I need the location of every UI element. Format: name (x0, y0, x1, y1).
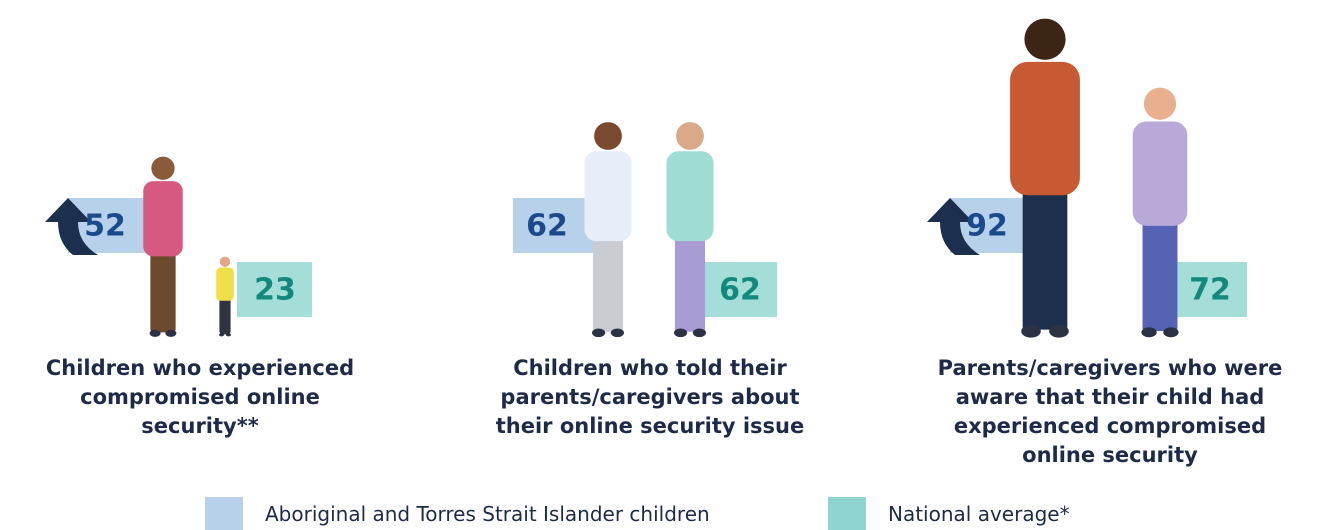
figure-torso (216, 267, 234, 301)
figure-shoe (226, 333, 231, 337)
value-label: 52 (84, 209, 126, 244)
figure-head (1143, 87, 1177, 120)
figure-head (1024, 18, 1066, 60)
figure-head (219, 256, 231, 267)
figure-head (594, 122, 622, 150)
figure-head (676, 122, 704, 150)
figure-shoe (1021, 324, 1041, 338)
figure-legs (1142, 216, 1178, 332)
value-box (1172, 262, 1247, 317)
figure-torso (143, 181, 183, 257)
figure-shoe (674, 328, 688, 338)
figure-legs (592, 233, 624, 332)
chart: 52 23 62 62 92 72 (45, 18, 1247, 338)
figure-shoe (149, 329, 161, 337)
figure-shoe (1049, 324, 1069, 338)
value-label: 62 (719, 273, 761, 308)
figure-torso (1132, 121, 1188, 226)
figure-shoe (1141, 327, 1157, 338)
figure-shoe (1163, 327, 1179, 338)
figure-shoe (610, 328, 624, 338)
caption: Parents/caregivers who were aware that t… (937, 356, 1283, 467)
figure-head (151, 156, 175, 180)
figure-shoe (165, 329, 177, 337)
value-box (237, 262, 312, 317)
figure-torso (1010, 61, 1080, 196)
figure-legs (150, 249, 176, 333)
value-box (513, 198, 593, 253)
legend-swatch (205, 497, 243, 530)
figure-legs (1022, 183, 1068, 330)
figure-legs (674, 233, 706, 332)
value-label: 62 (526, 209, 568, 244)
up-arrow (927, 198, 980, 255)
figure-legs (219, 297, 231, 335)
value-label: 92 (966, 209, 1008, 244)
figure-torso (666, 151, 714, 242)
figure-torso (584, 151, 632, 242)
figure-shoe (592, 328, 606, 338)
up-arrow (45, 198, 98, 255)
value-label: 23 (254, 273, 296, 308)
legend-item: Aboriginal and Torres Strait Islander ch… (205, 497, 710, 530)
legend-swatch (828, 497, 866, 530)
caption: Children who told their parents/caregive… (495, 356, 805, 438)
legend-label: National average* (888, 501, 1070, 526)
legend-item: National average* (828, 497, 1070, 530)
caption: Children who experienced compromised onl… (45, 356, 355, 438)
value-box (702, 262, 777, 317)
value-label: 72 (1189, 273, 1231, 308)
legend-label: Aboriginal and Torres Strait Islander ch… (265, 501, 710, 526)
figure-shoe (692, 328, 706, 338)
figure-shoe (219, 333, 224, 337)
